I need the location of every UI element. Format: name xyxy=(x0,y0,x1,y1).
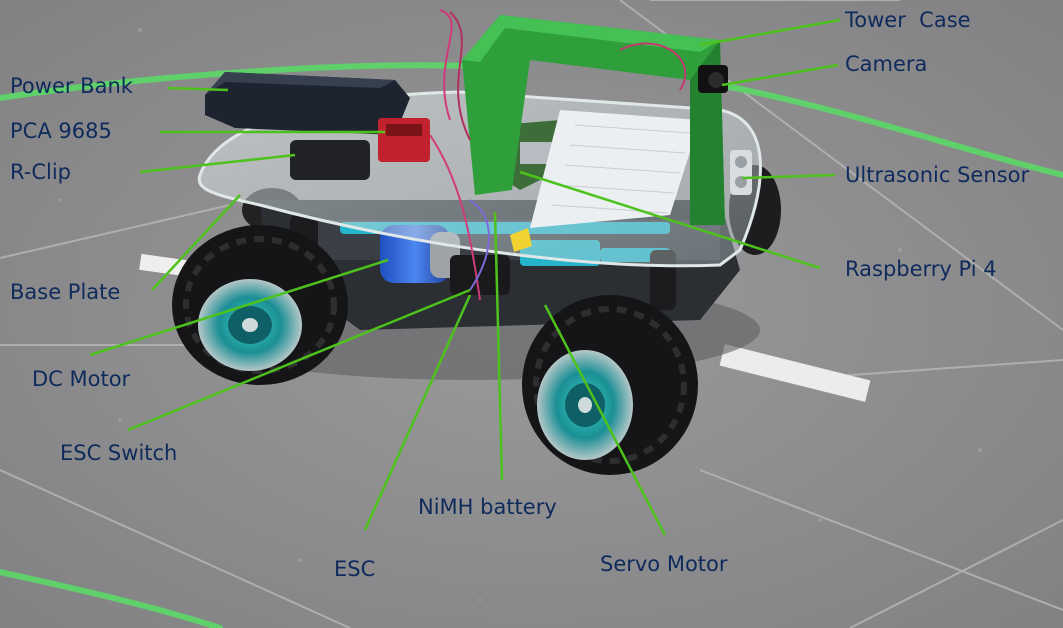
label-base-plate: Base Plate xyxy=(10,280,121,304)
ultrasonic-sensor-part xyxy=(730,150,752,195)
label-esc-switch: ESC Switch xyxy=(60,441,178,465)
green-floor-tape xyxy=(0,62,1063,628)
leader-lines xyxy=(89,18,841,536)
label-r-clip: R-Clip xyxy=(10,160,71,184)
label-ultrasonic-sensor: Ultrasonic Sensor xyxy=(845,163,1030,187)
rc-car xyxy=(172,9,781,475)
label-raspberry-pi: Raspberry Pi 4 xyxy=(845,257,997,281)
label-power-bank: Power Bank xyxy=(10,74,133,98)
label-tower-case: Tower Case xyxy=(845,8,971,32)
camera-part xyxy=(698,65,728,93)
label-pca9685: PCA 9685 xyxy=(10,119,112,143)
front-right-wheel xyxy=(522,295,698,475)
label-nimh-battery: NiMH battery xyxy=(418,495,557,519)
label-servo-motor: Servo Motor xyxy=(600,552,728,576)
label-esc: ESC xyxy=(334,557,376,581)
power-bank-part xyxy=(205,72,410,135)
front-left-wheel xyxy=(172,225,348,385)
label-dc-motor: DC Motor xyxy=(32,367,131,391)
label-camera: Camera xyxy=(845,52,928,76)
